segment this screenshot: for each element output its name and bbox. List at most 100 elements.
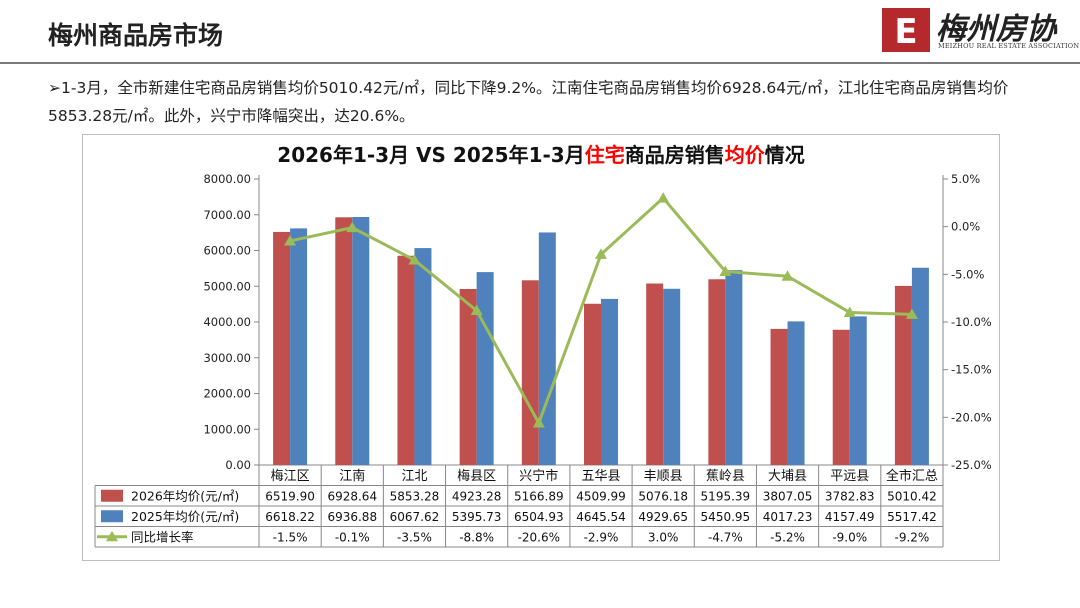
- table-cell: 6936.88: [327, 510, 377, 524]
- y-right-tick-label: -25.0%: [951, 458, 992, 472]
- table-cell: -9.2%: [894, 530, 929, 544]
- growth-rate-point: [657, 192, 670, 203]
- chart-title-part: 2026年1-3月 VS 2025年1-3月: [277, 143, 584, 167]
- x-tick-label: 蕉岭县: [706, 469, 745, 484]
- legend-marker: [106, 530, 118, 542]
- table-cell: 4157.49: [825, 510, 875, 524]
- table-cell: 6519.90: [265, 489, 315, 503]
- y-right-tick-label: -5.0%: [951, 267, 984, 281]
- bar-2026: [397, 255, 415, 465]
- logo-mark-glyph: E: [894, 12, 917, 52]
- growth-rate-point: [470, 304, 483, 316]
- x-tick-label: 全市汇总: [886, 468, 938, 484]
- growth-rate-point: [284, 234, 297, 246]
- bar-2025: [290, 228, 308, 465]
- legend-swatch: [101, 510, 123, 523]
- table-cell: -0.1%: [335, 530, 370, 544]
- y-left-tick-label: 8000.00: [203, 172, 251, 186]
- table-cell: 4929.65: [638, 510, 688, 524]
- x-tick-label: 梅江区: [271, 469, 310, 484]
- logo-subtext: MEIZHOU REAL ESTATE ASSOCIATION: [938, 42, 1080, 50]
- logo-mark-bg: [882, 8, 930, 52]
- bar-2026: [335, 217, 353, 465]
- y-left-tick-label: 1000.00: [203, 422, 251, 436]
- legend-label: 2026年均价(元/㎡): [131, 488, 239, 503]
- table-cell: 6067.62: [390, 510, 440, 524]
- bar-2025: [601, 298, 618, 465]
- bar-2026: [584, 303, 601, 465]
- bar-2025: [911, 267, 929, 465]
- table-cell: 4509.99: [576, 489, 626, 503]
- y-right-tick-label: 5.0%: [951, 172, 980, 186]
- x-tick-label: 江南: [339, 468, 365, 484]
- bar-2025: [538, 232, 556, 465]
- bar-2025: [352, 217, 370, 465]
- table-cell: 6928.64: [327, 489, 377, 503]
- table-cell: 5853.28: [390, 489, 440, 503]
- bullet-icon: ➢: [48, 79, 61, 97]
- chart-title-part: 商品房销售: [625, 143, 725, 167]
- summary-text: 1-3月，全市新建住宅商品房销售均价5010.42元/㎡，同比下降9.2%。江南…: [48, 79, 1009, 125]
- table-cell: 4923.28: [452, 489, 502, 503]
- table-cell: 3.0%: [648, 530, 679, 544]
- x-tick-label: 江北: [401, 469, 427, 484]
- chart-frame: 2026年1-3月 VS 2025年1-3月住宅商品房销售均价情况 0.00 100…: [82, 134, 1000, 561]
- page-title: 梅州商品房市场: [48, 21, 224, 50]
- legend-label: 2025年均价(元/㎡): [131, 509, 239, 524]
- y-right-tick-label: -15.0%: [951, 363, 992, 377]
- bar-2026: [273, 231, 291, 465]
- growth-rate-point: [346, 221, 359, 233]
- x-tick-label: 平远县: [830, 469, 869, 484]
- bar-2025: [849, 316, 867, 465]
- table-cell: 3807.05: [763, 489, 813, 503]
- growth-rate-point: [408, 254, 421, 265]
- growth-rate-point: [781, 270, 794, 281]
- table-cell: 5395.73: [452, 510, 502, 524]
- logo: E 梅州房协 MEIZHOU REAL ESTATE ASSOCIATION: [880, 4, 1079, 56]
- x-tick-label: 五华县: [581, 469, 620, 484]
- table-cell: 5166.89: [514, 489, 564, 503]
- summary-paragraph: ➢1-3月，全市新建住宅商品房销售均价5010.42元/㎡，同比下降9.2%。江…: [48, 74, 1048, 130]
- bar-2026: [832, 329, 850, 465]
- table-cell: 5195.39: [701, 489, 751, 503]
- y-left-tick-label: 5000.00: [203, 279, 251, 293]
- table-cell: 5010.42: [887, 489, 937, 503]
- table-cell: 6504.93: [514, 510, 564, 524]
- bar-2026: [708, 279, 726, 465]
- y-right-tick-label: -10.0%: [951, 315, 992, 329]
- y-left-tick-label: 0.00: [225, 458, 251, 472]
- table-cell: -9.0%: [832, 530, 867, 544]
- table-cell: -20.6%: [518, 530, 560, 544]
- x-tick-label: 兴宁市: [519, 468, 558, 484]
- y-left-tick-label: 3000.00: [203, 351, 251, 365]
- bar-2025: [414, 248, 432, 465]
- table-cell: 4017.23: [763, 510, 813, 524]
- title-divider: [0, 62, 1080, 64]
- chart-title-part: 均价: [725, 143, 766, 167]
- y-left-tick-label: 7000.00: [203, 208, 251, 222]
- bar-2026: [521, 280, 539, 465]
- chart-title-part: 情况: [765, 143, 805, 167]
- bar-2025: [476, 272, 494, 465]
- bar-2026: [646, 283, 664, 465]
- growth-rate-point: [532, 417, 545, 428]
- y-left-tick-label: 2000.00: [203, 387, 251, 401]
- table-cell: 5517.42: [887, 510, 937, 524]
- bar-2026: [459, 288, 477, 465]
- table-cell: -1.5%: [273, 530, 308, 544]
- x-tick-label: 大埔县: [768, 469, 807, 484]
- logo-text: 梅州房协: [936, 12, 1056, 47]
- table-cell: 4645.54: [576, 510, 626, 524]
- y-right-tick-label: 0.0%: [951, 220, 980, 234]
- combo-chart: 2026年1-3月 VS 2025年1-3月住宅商品房销售均价情况 0.00 100…: [94, 143, 992, 548]
- growth-rate-point: [595, 248, 607, 259]
- table-cell: -2.9%: [584, 530, 619, 544]
- bar-2026: [770, 328, 788, 465]
- table-cell: 5450.95: [701, 510, 751, 524]
- legend-swatch: [101, 489, 123, 502]
- bar-2025: [663, 288, 681, 465]
- y-left-tick-label: 4000.00: [203, 315, 251, 329]
- table-cell: -5.2%: [770, 530, 805, 544]
- bar-2025: [725, 270, 743, 465]
- growth-rate-point: [905, 308, 918, 319]
